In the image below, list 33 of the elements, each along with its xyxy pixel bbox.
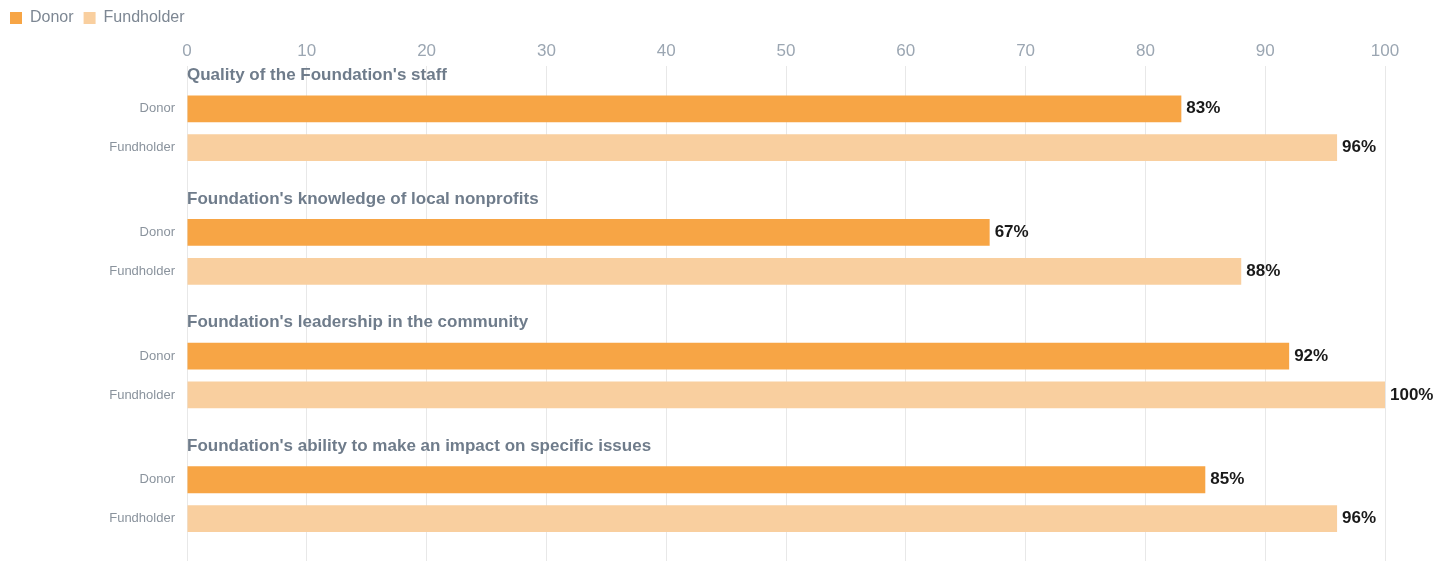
data-label: 92% [1294, 345, 1329, 365]
text: Donor [139, 471, 175, 487]
y-tick-label: Quality of the Foundation's staff [187, 65, 448, 85]
y-tick-label: Foundation's leadership in the community [187, 312, 529, 332]
x-tick-label: 100 [1370, 40, 1400, 60]
data-label: 96% [1342, 508, 1377, 528]
legend-label: Donor [30, 8, 75, 26]
data-label: 83% [1186, 98, 1221, 118]
x-tick-label: 90 [1255, 40, 1275, 60]
text: Fundholder [109, 139, 175, 155]
text: Fundholder [109, 510, 175, 526]
x-tick-label: 70 [1016, 40, 1036, 60]
x-tick-label: 30 [536, 40, 556, 60]
text: Fundholder [109, 386, 175, 402]
text: Donor [139, 224, 175, 240]
text: Donor [139, 100, 175, 116]
y-tick-label: Foundation's knowledge of local nonprofits [187, 188, 539, 208]
y-tick-label: Foundation's ability to make an impact on specific issues [187, 436, 652, 456]
x-tick-label: 50 [776, 40, 796, 60]
x-tick-label: 20 [417, 40, 437, 60]
data-label: 67% [994, 222, 1029, 242]
text: Donor [139, 347, 175, 363]
x-tick-label: 0 [182, 40, 192, 60]
data-label: 85% [1210, 469, 1245, 489]
x-tick-label: 60 [896, 40, 916, 60]
x-tick-label: 40 [656, 40, 676, 60]
x-tick-label: 80 [1135, 40, 1155, 60]
x-tick-label: 10 [297, 40, 317, 60]
legend-label: Fundholder [103, 8, 186, 26]
text: Fundholder [109, 262, 175, 278]
data-label: 88% [1246, 260, 1281, 280]
data-label: 96% [1342, 137, 1377, 157]
data-label: 100% [1390, 384, 1434, 404]
